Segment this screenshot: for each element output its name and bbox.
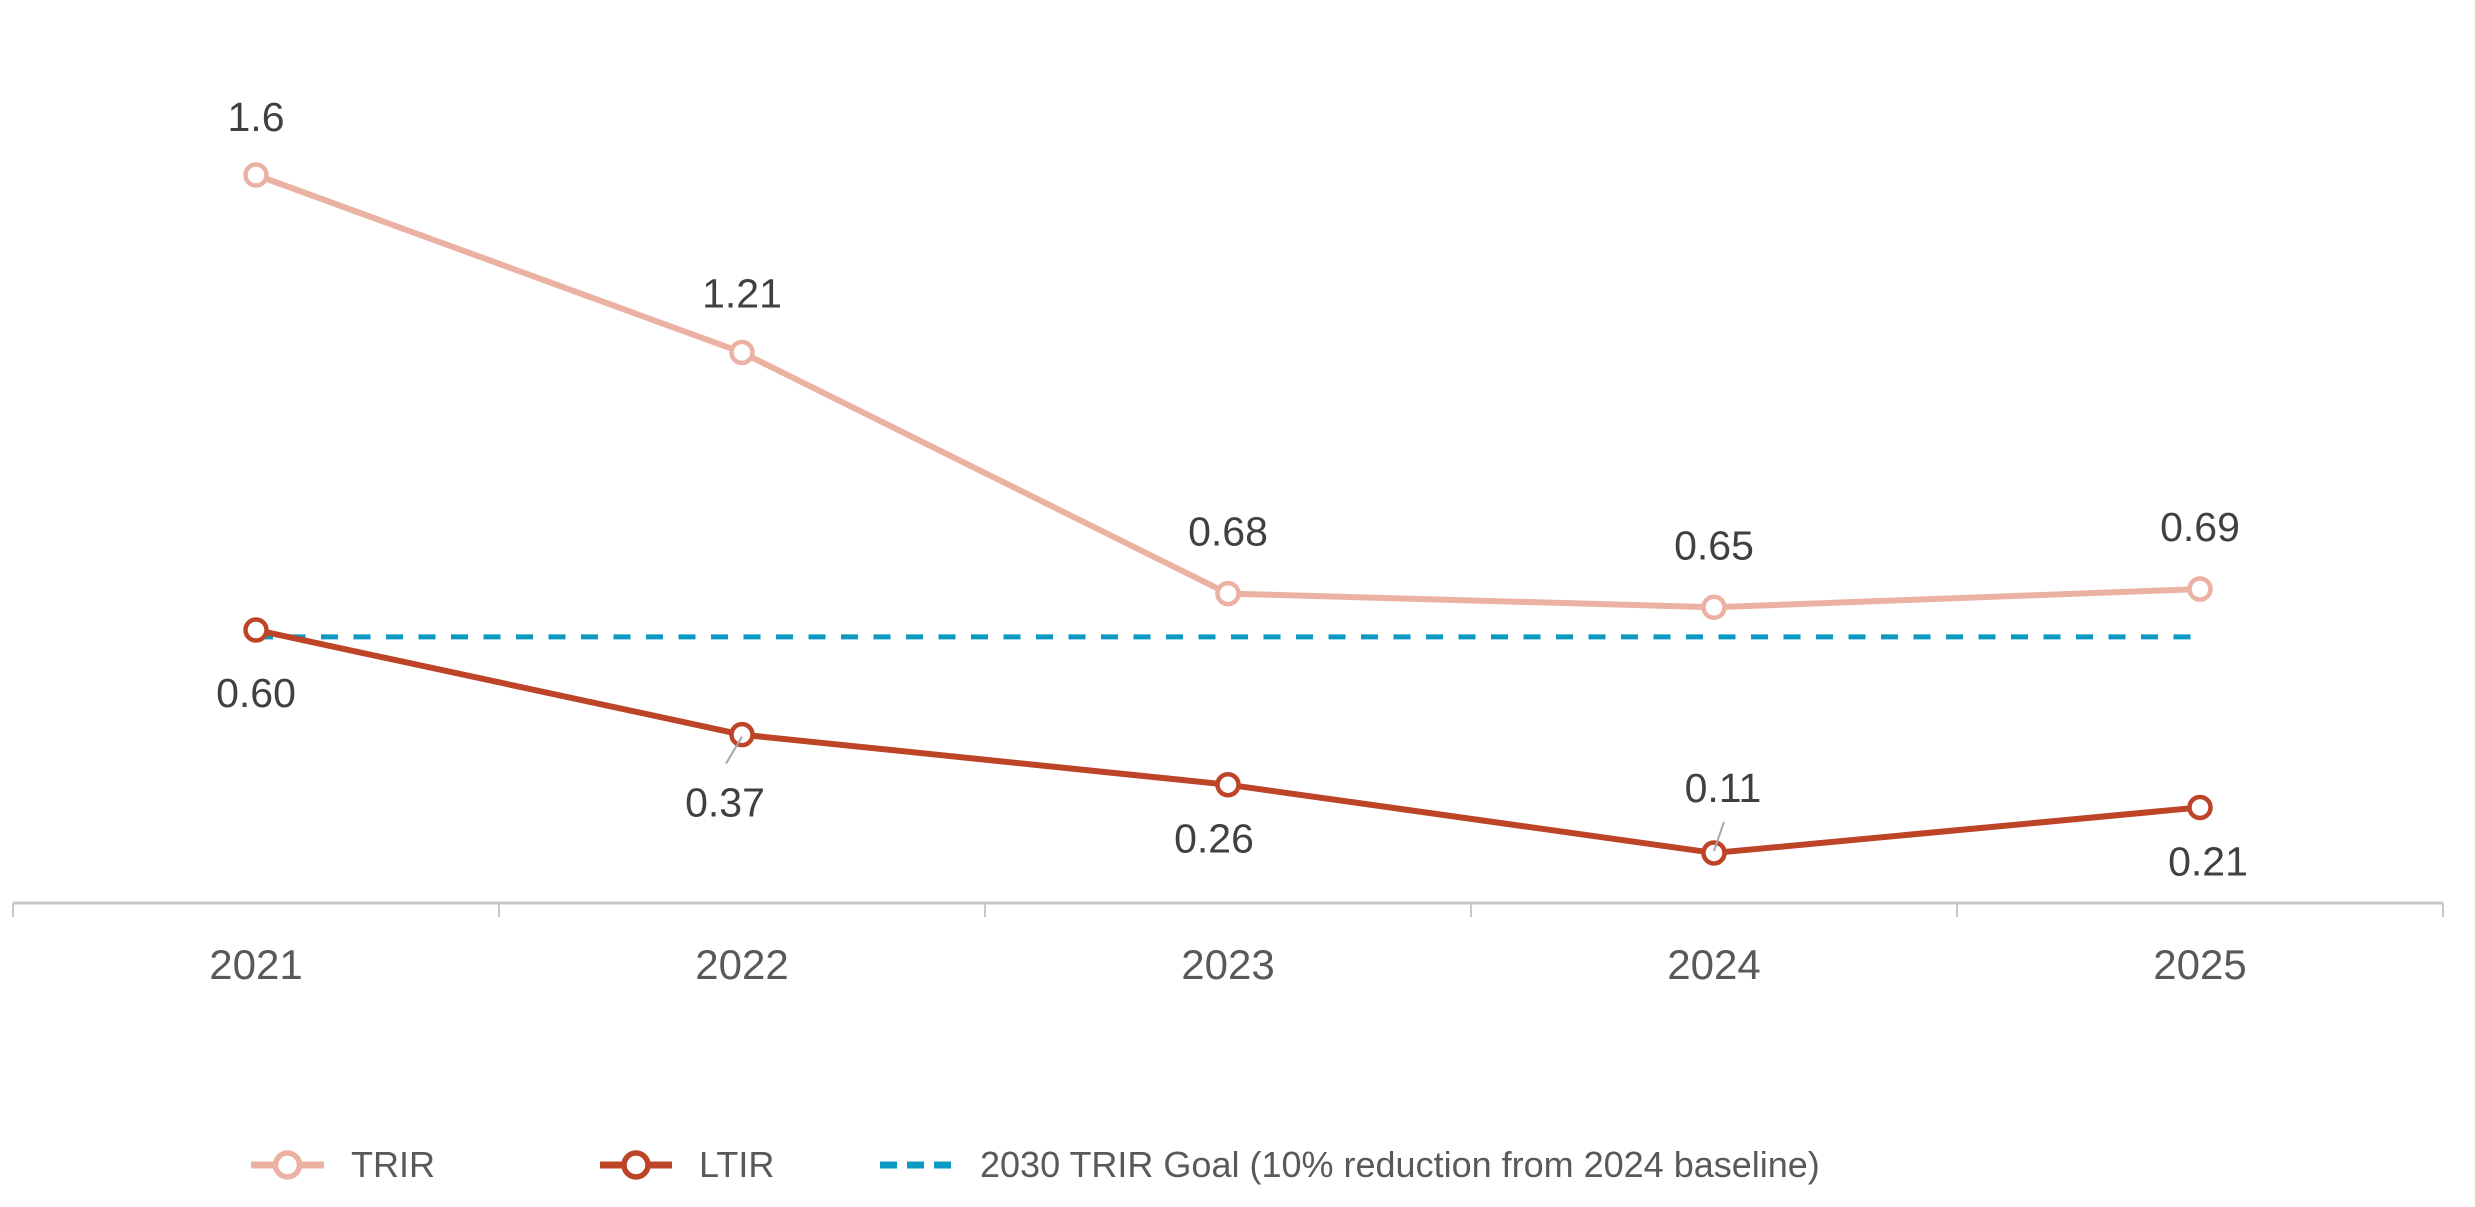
data-labels: 1.6 1.21 0.68 0.65 0.69 0.60 0.37 0.26 0.11 0.21	[216, 94, 2248, 884]
x-tick-label: 2024	[1667, 941, 1760, 988]
series-ltir	[243, 617, 2213, 866]
legend-marker-icon	[272, 1150, 303, 1180]
data-point-marker	[729, 721, 755, 748]
data-label-trir: 1.6	[228, 94, 285, 140]
legend: TRIR LTIR 2030 TRIR Goal (10% reduction fr…	[251, 1144, 1820, 1185]
series-trir	[243, 162, 2213, 620]
data-point-marker	[1215, 580, 1241, 607]
data-label-ltir: 0.21	[2168, 838, 2248, 884]
data-point-marker	[1701, 840, 1727, 866]
data-label-ltir: 0.37	[685, 780, 765, 826]
data-label-ltir: 0.11	[1685, 765, 1762, 811]
legend-item-1: LTIR	[600, 1144, 774, 1185]
x-axis: 2021 2022 2023 2024 2025	[12, 901, 2444, 988]
data-point-marker	[243, 162, 269, 188]
data-point-marker	[2187, 794, 2213, 821]
legend-label: TRIR	[351, 1144, 435, 1185]
legend-item-2: 2030 TRIR Goal (10% reduction from 2024 …	[880, 1144, 1820, 1185]
data-label-ltir: 0.26	[1174, 816, 1254, 862]
data-point-marker	[2187, 576, 2213, 602]
legend-marker-icon	[621, 1150, 651, 1180]
x-tick-label: 2021	[209, 941, 302, 988]
label-leader-line	[1713, 821, 1725, 852]
data-point-marker	[1701, 594, 1727, 620]
data-label-trir: 1.21	[702, 270, 782, 316]
data-label-trir: 0.68	[1188, 509, 1268, 555]
data-label-trir: 0.69	[2160, 504, 2240, 550]
legend-item-0: TRIR	[251, 1144, 435, 1185]
x-tick-label: 2022	[695, 941, 788, 988]
data-point-marker	[243, 617, 269, 643]
x-tick-label: 2023	[1181, 941, 1274, 988]
x-tick-label: 2025	[2153, 941, 2246, 988]
label-leader-line	[725, 736, 743, 765]
data-label-ltir: 0.60	[216, 670, 296, 716]
data-label-trir: 0.65	[1674, 522, 1754, 568]
series-lines	[243, 162, 2213, 866]
data-point-marker	[729, 339, 755, 366]
data-point-marker	[1215, 771, 1241, 798]
legend-label: LTIR	[699, 1144, 774, 1185]
legend-label: 2030 TRIR Goal (10% reduction from 2024 …	[980, 1144, 1820, 1185]
